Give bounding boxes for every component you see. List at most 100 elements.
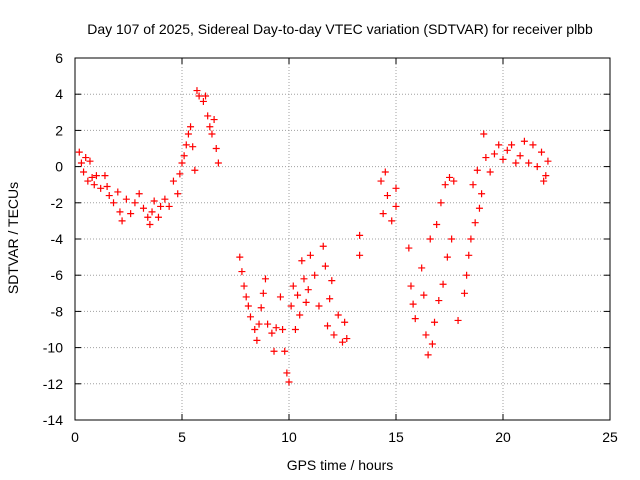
- data-point: [480, 130, 488, 138]
- data-point: [276, 293, 284, 301]
- data-point: [503, 146, 511, 154]
- data-point: [454, 316, 462, 324]
- data-point: [486, 168, 494, 176]
- data-point: [110, 199, 118, 207]
- data-point: [122, 195, 130, 203]
- data-point: [294, 291, 302, 299]
- data-point: [114, 188, 122, 196]
- x-tick-label: 25: [602, 429, 618, 445]
- data-point: [407, 282, 415, 290]
- y-tick-label: -2: [51, 195, 64, 211]
- data-point: [154, 213, 162, 221]
- data-point: [191, 166, 199, 174]
- data-point: [206, 123, 214, 131]
- data-point: [259, 289, 267, 297]
- data-point: [281, 347, 289, 355]
- data-point: [289, 282, 297, 290]
- data-point: [77, 159, 85, 167]
- data-point: [97, 184, 105, 192]
- data-point: [210, 116, 218, 124]
- axis-ticks: [74, 57, 611, 421]
- data-point: [251, 326, 259, 333]
- data-point: [302, 298, 310, 306]
- data-point: [437, 199, 445, 207]
- data-point: [512, 159, 520, 167]
- y-tick-label: 6: [55, 50, 63, 66]
- data-point: [326, 295, 334, 303]
- data-point: [287, 302, 295, 310]
- data-point: [315, 302, 323, 310]
- y-tick-label: 4: [55, 86, 63, 102]
- data-point: [424, 351, 432, 359]
- data-point: [533, 163, 541, 171]
- x-tick-label: 15: [388, 429, 404, 445]
- data-point: [392, 184, 400, 192]
- data-point: [283, 369, 291, 377]
- data-point: [405, 244, 413, 252]
- data-point: [139, 204, 147, 212]
- data-point: [392, 202, 400, 210]
- data-point: [182, 141, 190, 149]
- data-point: [135, 190, 143, 198]
- data-point: [460, 289, 468, 297]
- data-point: [199, 97, 207, 105]
- x-axis-label: GPS time / hours: [287, 457, 394, 473]
- data-point: [334, 311, 342, 319]
- data-point: [381, 168, 389, 176]
- data-point: [538, 148, 546, 156]
- data-point: [433, 221, 441, 229]
- data-point: [475, 204, 483, 212]
- data-point: [379, 210, 387, 218]
- data-point: [490, 150, 498, 158]
- data-point: [465, 251, 473, 259]
- data-point: [431, 318, 439, 326]
- data-point: [105, 192, 113, 200]
- data-point: [180, 152, 188, 160]
- data-point: [103, 183, 111, 191]
- data-point: [184, 130, 192, 138]
- data-point: [469, 181, 477, 189]
- data-point: [520, 137, 528, 145]
- data-point: [446, 173, 453, 181]
- data-point: [300, 275, 308, 283]
- data-point: [238, 268, 246, 276]
- data-point: [435, 297, 443, 305]
- x-tick-label: 10: [281, 429, 297, 445]
- data-point: [296, 311, 304, 319]
- data-point: [118, 217, 126, 225]
- data-point: [471, 219, 479, 227]
- y-axis-label: SDTVAR / TECUs: [5, 182, 21, 294]
- data-point: [204, 112, 212, 120]
- data-point: [144, 213, 152, 221]
- y-tick-label: -8: [51, 303, 64, 319]
- data-point: [195, 92, 203, 100]
- data-point: [343, 335, 351, 343]
- data-point: [542, 172, 550, 180]
- y-tick-label: -4: [51, 231, 64, 247]
- data-point: [253, 336, 261, 344]
- data-point: [409, 300, 417, 308]
- data-point: [189, 143, 197, 151]
- data-point: [285, 378, 293, 386]
- data-point: [157, 202, 165, 210]
- data-point: [146, 221, 154, 229]
- data-point: [478, 190, 486, 198]
- data-point: [214, 159, 222, 167]
- data-point: [428, 340, 436, 348]
- x-tick-labels: 0 5 10 15 20 25: [71, 429, 618, 445]
- data-point: [187, 123, 195, 131]
- data-point: [356, 251, 364, 259]
- data-point: [236, 253, 244, 261]
- x-tick-label: 0: [71, 429, 79, 445]
- y-tick-label: 0: [55, 159, 63, 175]
- data-point: [174, 190, 182, 198]
- data-point: [261, 275, 269, 283]
- data-point: [516, 152, 524, 160]
- data-point: [441, 181, 449, 189]
- data-point: [544, 157, 552, 165]
- data-point: [328, 277, 336, 285]
- data-point: [418, 264, 426, 272]
- data-point: [257, 304, 265, 312]
- data-point: [127, 210, 135, 218]
